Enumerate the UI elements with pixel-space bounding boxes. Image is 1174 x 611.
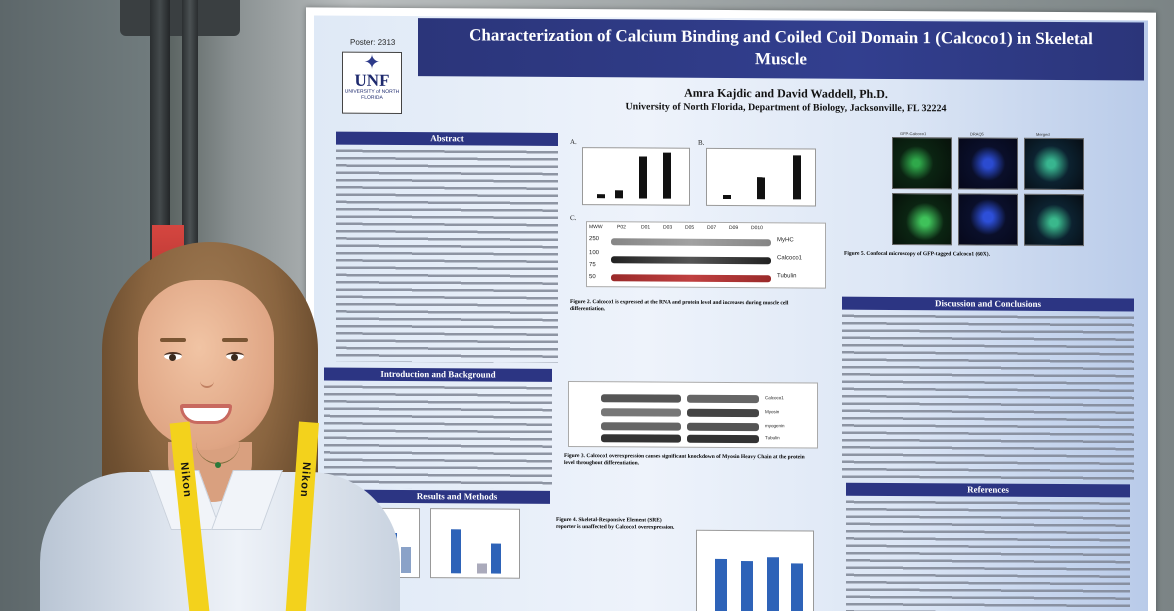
sre-chart: [696, 529, 814, 611]
references-text: [846, 498, 1130, 611]
microscopy-merged-2: [1024, 193, 1084, 247]
abstract-header: Abstract: [336, 131, 558, 146]
band-label: Calcoco1: [765, 395, 784, 401]
university-logo: ✦ UNF UNIVERSITY of NORTH FLORIDA: [342, 51, 402, 114]
microscopy-gfp-2: [892, 192, 952, 246]
lane-label: P02: [617, 224, 626, 231]
chart-bar: [477, 563, 487, 574]
western-blot-2: Calcoco1 Myosin myogenin Tubulin: [568, 381, 818, 449]
ladder-label: 50: [589, 274, 596, 281]
pendant: [215, 462, 221, 468]
eye: [164, 352, 182, 361]
chart-bar: [491, 543, 501, 574]
lanyard-brand: Nikon: [177, 461, 194, 499]
ladder-label: 75: [589, 262, 596, 269]
blot-band: [687, 408, 759, 418]
presenter-face: [138, 280, 274, 450]
lane-label: MWW: [589, 224, 603, 231]
chart-bar: [615, 190, 623, 199]
eyebrow: [160, 338, 186, 342]
band-label: Tubulin: [765, 435, 780, 441]
protein-chart-b: [706, 147, 816, 207]
eyebrow: [222, 338, 248, 342]
lanyard-brand: Nikon: [297, 461, 313, 499]
chart-bar: [597, 194, 605, 199]
poster-number: Poster: 2313: [350, 37, 396, 47]
blot-band: [687, 394, 759, 404]
chart-bar: [401, 546, 411, 574]
western-blot: MWW P02 D01 D03 D05 D07 D09 D010 250 100…: [586, 221, 826, 289]
ladder-label: 100: [589, 250, 600, 257]
chart-bar: [741, 561, 753, 611]
figure-2-caption: Figure 2. Calcoco1 is expressed at the R…: [570, 299, 820, 379]
chart-bar: [663, 152, 671, 199]
calcoco1-band: [611, 256, 771, 265]
chart-bar: [793, 155, 801, 200]
presenter: Nikon Nikon: [40, 242, 400, 611]
research-poster: Poster: 2313 ✦ UNF UNIVERSITY of NORTH F…: [306, 7, 1156, 611]
lane-label: D010: [751, 225, 763, 232]
figure-4-caption-text: Figure 4. Skeletal-Responsive Element (S…: [556, 516, 675, 531]
band-label: Myosin: [765, 409, 780, 415]
blot-band: [601, 434, 681, 443]
blot-band: [687, 422, 759, 432]
lane-label: D09: [729, 224, 739, 232]
logo-subtitle: UNIVERSITY of NORTH FLORIDA: [344, 88, 400, 101]
ladder-label: 250: [589, 236, 600, 243]
lane-label: D01: [641, 224, 651, 231]
chart-bar: [715, 558, 727, 611]
logo-text: UNF: [354, 70, 390, 90]
poster-title: Characterization of Calcium Binding and …: [418, 18, 1144, 81]
chart-bar: [451, 529, 461, 574]
lane-label: D07: [707, 224, 717, 231]
figure-3-caption: Figure 3. Calcoco1 overexpression causes…: [564, 453, 816, 509]
microscopy-merged-1: [1024, 137, 1084, 191]
poster-authors: Amra Kajdic and David Waddell, Ph.D.: [684, 85, 888, 101]
chart-bar: [791, 563, 803, 611]
chart-bar: [639, 156, 647, 199]
fig-letter-c: C.: [570, 215, 577, 223]
microscopy-gfp-1: [892, 136, 952, 190]
micro-label: Merged: [1036, 131, 1050, 137]
figure-3-caption-text: Figure 3. Calcoco1 overexpression causes…: [564, 452, 805, 467]
ceiling-bracket: [120, 0, 240, 36]
blot-band: [601, 394, 681, 403]
figure-5-caption-text: Figure 5. Confocal microscopy of GFP-tag…: [844, 250, 990, 258]
figure-2-caption-text: Figure 2. Calcoco1 is expressed at the R…: [570, 299, 789, 313]
microscopy-draq5-2: [958, 193, 1018, 246]
micro-label: DRAQ5: [970, 131, 984, 137]
blot-band: [601, 408, 681, 417]
chart-bar: [723, 194, 731, 199]
microscopy-draq5-1: [958, 137, 1018, 190]
eye: [226, 352, 244, 361]
discussion-text: [842, 312, 1134, 483]
myhc-band: [611, 238, 771, 247]
references-header: References: [846, 482, 1130, 498]
discussion-header: Discussion and Conclusions: [842, 296, 1134, 312]
band-label: myogenin: [765, 423, 785, 429]
chart-bar: [757, 177, 765, 200]
micro-label: GFP-Calcoco1: [900, 131, 927, 137]
fig-letter-a: A.: [570, 139, 577, 147]
rna-chart-a: [582, 147, 690, 206]
nose: [200, 378, 214, 388]
blot-band: [601, 422, 681, 431]
fig-letter-b: B.: [698, 139, 705, 147]
chart-bar: [767, 557, 779, 611]
band-label: Tubulin: [777, 273, 797, 280]
band-label: Calcoco1: [777, 255, 803, 262]
blot-band: [687, 434, 759, 444]
band-label: MyHC: [777, 237, 794, 244]
lane-label: D03: [663, 224, 673, 231]
figure-5-caption: Figure 5. Confocal microscopy of GFP-tag…: [844, 251, 1136, 293]
results-chart-2: [430, 508, 520, 579]
lane-label: D05: [685, 224, 695, 231]
figure-4-caption: Figure 4. Skeletal-Responsive Element (S…: [556, 517, 682, 611]
tubulin-band: [611, 274, 771, 283]
